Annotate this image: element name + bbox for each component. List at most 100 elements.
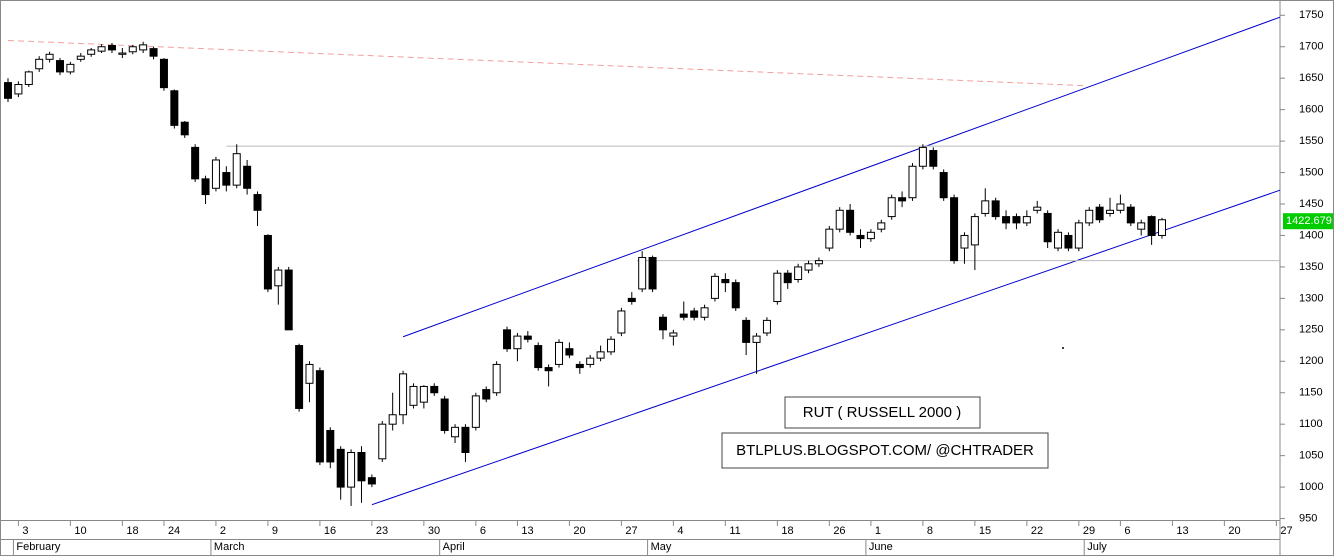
candle-body <box>211 159 220 189</box>
annotation: BTLPLUS.BLOGSPOT.COM/ @CHTRADER <box>736 442 1034 459</box>
candle-body <box>14 83 23 95</box>
candle-body <box>284 269 293 331</box>
trendline <box>7 39 1088 87</box>
candle-body <box>991 200 1000 218</box>
candle-body <box>4 82 13 99</box>
candle-body <box>1095 206 1104 221</box>
x-tick-label: 9 <box>272 525 278 537</box>
y-tick-label: 1650 <box>1299 72 1323 84</box>
candle-body <box>24 71 33 85</box>
x-tick-label: 22 <box>1031 525 1043 537</box>
candle-body <box>1147 216 1156 236</box>
x-tick-label: 8 <box>927 525 933 537</box>
candle-body <box>295 345 304 409</box>
candle-body <box>357 451 366 482</box>
y-tick-label: 1250 <box>1299 324 1323 336</box>
candle-body <box>451 426 460 438</box>
x-tick-label: 26 <box>833 525 845 537</box>
candle-body <box>544 367 553 372</box>
candle-body <box>1116 203 1125 211</box>
x-tick-label: 1 <box>875 525 881 537</box>
candle-body <box>773 272 782 303</box>
candle-body <box>960 234 969 249</box>
y-tick-label: 1750 <box>1299 9 1323 21</box>
x-tick-label: 10 <box>74 525 86 537</box>
candle-body <box>929 150 938 167</box>
candle-body <box>1054 231 1063 249</box>
candle-body <box>700 307 709 318</box>
candle-body <box>856 234 865 240</box>
candle-body <box>503 329 512 350</box>
x-tick-label: 27 <box>625 525 637 537</box>
y-tick-label: 1050 <box>1299 450 1323 462</box>
x-tick-label: 27 <box>1280 525 1292 537</box>
x-tick-label: 18 <box>126 525 138 537</box>
candle-body <box>97 46 106 52</box>
candle-body <box>388 414 397 425</box>
candle-body <box>877 222 886 230</box>
candle-body <box>243 165 252 189</box>
x-tick-label: 30 <box>428 525 440 537</box>
candle-body <box>513 335 522 350</box>
last-price-label: 1422.679 <box>1286 215 1332 227</box>
candle-body <box>565 348 574 356</box>
candle-body <box>887 197 896 218</box>
x-tick-label: 13 <box>1176 525 1188 537</box>
x-tick-label: 13 <box>521 525 533 537</box>
y-tick-label: 1000 <box>1299 481 1323 493</box>
y-tick-label: 1550 <box>1299 135 1323 147</box>
candle-body <box>1085 209 1094 224</box>
candle-body <box>783 272 792 284</box>
candle-body <box>305 363 314 384</box>
candle-body <box>170 90 179 126</box>
candle-body <box>378 423 387 460</box>
month-label: July <box>1087 541 1107 553</box>
candle-body <box>762 319 771 334</box>
candle-body <box>482 389 491 400</box>
candle-body <box>814 260 823 265</box>
candle-body <box>440 398 449 431</box>
candle-body <box>596 351 605 359</box>
candle-body <box>253 194 262 211</box>
candle-body <box>586 357 595 365</box>
candle-body <box>76 55 85 60</box>
candle-body <box>710 275 719 299</box>
candle-body <box>1158 219 1167 236</box>
candle-body <box>606 338 615 353</box>
x-tick-label: 29 <box>1083 525 1095 537</box>
candle-body <box>825 228 834 249</box>
candle-body <box>658 316 667 331</box>
candle-body <box>742 319 751 343</box>
candle-body <box>1002 216 1011 224</box>
candle-body <box>835 209 844 230</box>
x-tick-label: 20 <box>1228 525 1240 537</box>
y-tick-label: 1700 <box>1299 41 1323 53</box>
candle-body <box>35 58 44 70</box>
x-tick-label: 18 <box>781 525 793 537</box>
last-price-box <box>1283 213 1333 230</box>
candle-body <box>1012 216 1021 224</box>
x-tick-label: 20 <box>573 525 585 537</box>
candle-body <box>159 58 168 89</box>
y-tick-label: 1150 <box>1299 387 1323 399</box>
candle-body <box>804 263 813 271</box>
candle-body <box>107 44 116 51</box>
candle-body <box>939 172 948 199</box>
candle-body <box>1043 212 1052 243</box>
y-tick-label: 1450 <box>1299 198 1323 210</box>
candle-body <box>846 209 855 233</box>
candle-body <box>201 178 210 196</box>
candle-body <box>523 335 532 340</box>
x-tick-label: 16 <box>324 525 336 537</box>
candle-body <box>1022 216 1031 224</box>
candle-body <box>180 121 189 136</box>
y-tick-label: 950 <box>1299 512 1317 524</box>
x-tick-label: 24 <box>168 525 180 537</box>
candle-body <box>492 363 501 394</box>
candle-body <box>1064 234 1073 249</box>
x-tick-label: 3 <box>22 525 28 537</box>
candle-body <box>471 395 480 428</box>
y-tick-label: 1350 <box>1299 261 1323 273</box>
annotation-box <box>784 396 981 429</box>
